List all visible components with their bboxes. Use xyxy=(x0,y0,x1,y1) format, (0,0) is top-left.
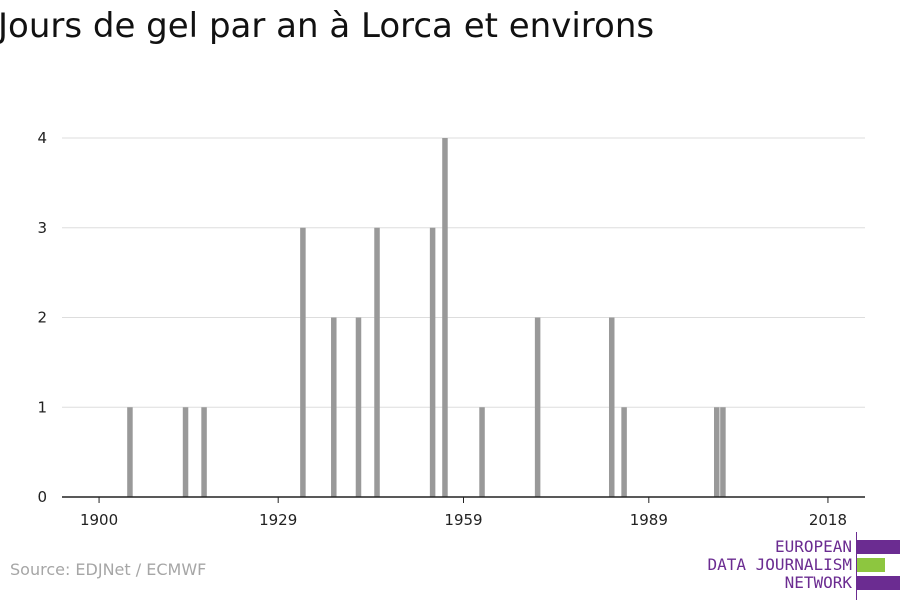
bar-1985 xyxy=(621,407,627,497)
bar-1956 xyxy=(442,138,448,497)
logo-line-network: NETWORK xyxy=(784,573,852,592)
bar-2001 xyxy=(720,407,726,497)
bar-2000 xyxy=(714,407,720,497)
bar-1954 xyxy=(429,227,436,497)
bar-1971 xyxy=(534,317,541,497)
x-tick-label-2018: 2018 xyxy=(809,511,847,529)
logo-bar-bottom xyxy=(857,576,900,590)
bar-1945 xyxy=(374,227,380,497)
x-tick-label-1959: 1959 xyxy=(444,511,482,529)
y-tick-label-1: 1 xyxy=(37,398,47,416)
frost-days-chart: 0 1 2 3 4 1900 1929 1959 1989 2018 xyxy=(37,129,865,529)
x-tick-labels: 1900 1929 1959 1989 2018 xyxy=(80,511,847,529)
x-tick-label-1929: 1929 xyxy=(259,511,297,529)
bar-1942 xyxy=(355,317,362,497)
x-tick-label-1989: 1989 xyxy=(630,511,668,529)
logo-bar-middle xyxy=(857,558,885,572)
bar-1905 xyxy=(127,407,133,497)
source-note: Source: EDJNet / ECMWF xyxy=(10,560,207,579)
logo-bar-top xyxy=(857,540,900,554)
logo-divider xyxy=(856,532,857,600)
y-tick-label-2: 2 xyxy=(37,309,47,327)
y-tick-label-3: 3 xyxy=(37,219,47,237)
y-tick-label-0: 0 xyxy=(37,488,47,506)
bar-1933 xyxy=(300,227,306,497)
logo-line-data-journalism: DATA JOURNALISM xyxy=(707,555,853,574)
logo-line-european: EUROPEAN xyxy=(774,537,852,556)
gridlines xyxy=(62,137,865,408)
bar-1962 xyxy=(479,407,485,497)
logo-text: EUROPEAN DATA JOURNALISM NETWORK xyxy=(708,538,853,592)
bar-1917 xyxy=(201,407,207,497)
edjnet-logo: EUROPEAN DATA JOURNALISM NETWORK xyxy=(640,532,900,600)
y-tick-labels: 0 1 2 3 4 xyxy=(37,129,47,506)
bar-1938 xyxy=(331,317,337,497)
x-axis xyxy=(62,496,865,503)
x-tick-label-1900: 1900 xyxy=(80,511,118,529)
bar-1983 xyxy=(608,317,615,497)
bars xyxy=(127,138,726,497)
y-tick-label-4: 4 xyxy=(37,129,47,147)
bar-1914 xyxy=(182,407,189,497)
chart-title: Jours de gel par an à Lorca et environs xyxy=(0,6,655,46)
